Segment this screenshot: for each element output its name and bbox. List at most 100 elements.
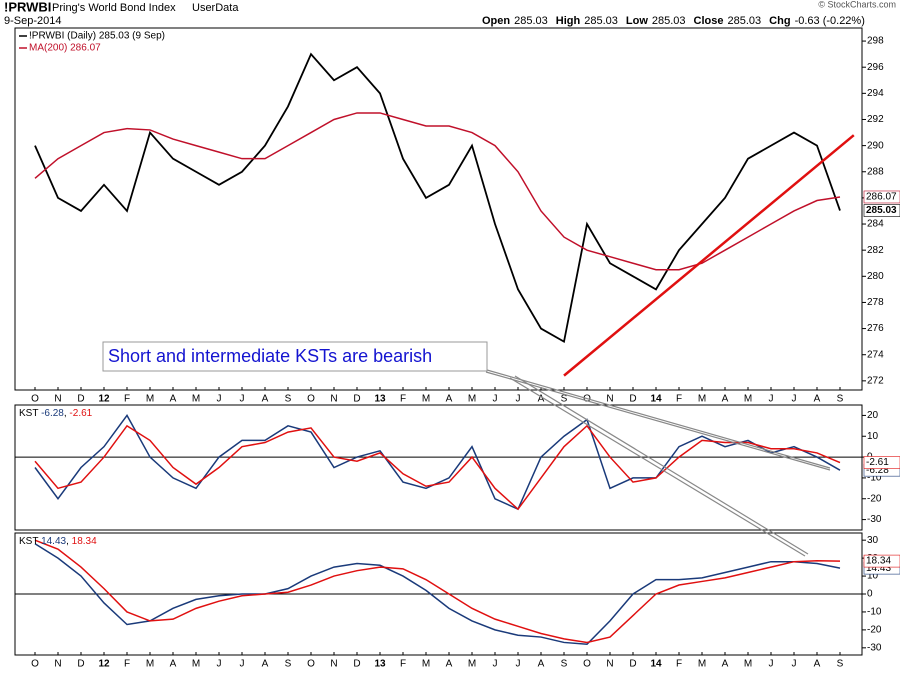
x-tick-label: 13	[374, 659, 386, 670]
legend: KST 14.43, 18.34	[19, 536, 97, 547]
x-tick-label: J	[516, 659, 521, 670]
end-label-box	[863, 554, 900, 568]
x-tick-label: M	[422, 394, 430, 405]
y-tick-label: 292	[867, 114, 884, 125]
x-tick-label: D	[77, 659, 84, 670]
legend-part: ,	[66, 536, 72, 547]
series-line	[34, 52, 841, 344]
price-panel	[14, 27, 863, 391]
quote-value: -0.63 (-0.22%)	[795, 15, 865, 27]
arrow	[485, 371, 831, 471]
x-tick-label: F	[676, 659, 682, 670]
x-tick-label: D	[629, 659, 636, 670]
x-tick-label: A	[170, 659, 177, 670]
end-label: 18.34	[866, 556, 891, 567]
x-tick-label: 13	[374, 394, 386, 405]
x-tick-label: O	[307, 659, 315, 670]
legend-part: 14.43	[41, 536, 66, 547]
x-tick-label: O	[31, 659, 39, 670]
x-tick-label: J	[217, 394, 222, 405]
y-tick-label: 0	[867, 589, 873, 600]
end-label: 286.07	[866, 192, 897, 203]
x-tick-label: N	[54, 659, 61, 670]
x-tick-label: J	[240, 659, 245, 670]
x-tick-label: O	[583, 659, 591, 670]
end-label: 14.43	[866, 563, 891, 574]
x-tick-label: 14	[650, 659, 662, 670]
x-tick-label: S	[561, 394, 568, 405]
x-tick-label: M	[468, 659, 476, 670]
x-tick-label: M	[146, 659, 154, 670]
annotation: Short and intermediate KSTs are bearish	[108, 346, 432, 366]
x-tick-label: D	[629, 394, 636, 405]
legend-entry: !PRWBI (Daily) 285.03 (9 Sep)	[29, 31, 165, 42]
x-tick-label: J	[493, 394, 498, 405]
kst-short-panel	[14, 404, 863, 531]
arrow	[514, 375, 809, 555]
y-tick-label: -20	[867, 493, 882, 504]
y-tick-label: 288	[867, 166, 884, 177]
x-tick-label: A	[538, 394, 545, 405]
y-tick-label: -30	[867, 642, 882, 653]
arrow	[509, 377, 806, 557]
end-label-box	[863, 190, 900, 204]
quote-value: 285.03	[514, 15, 548, 27]
x-tick-label: 12	[98, 394, 110, 405]
x-tick-label: N	[54, 394, 61, 405]
x-tick-label: N	[330, 394, 337, 405]
credit: © StockCharts.com	[818, 0, 896, 9]
x-tick-label: S	[285, 394, 292, 405]
legend-part: -2.61	[69, 408, 92, 419]
x-tick-label: A	[814, 394, 821, 405]
legend-entry: MA(200) 286.07	[29, 43, 101, 54]
x-tick-label: O	[307, 394, 315, 405]
x-tick-label: O	[31, 394, 39, 405]
x-tick-label: D	[77, 394, 84, 405]
series-line	[34, 543, 841, 646]
y-tick-label: -20	[867, 625, 882, 636]
x-tick-label: J	[516, 394, 521, 405]
y-tick-label: 290	[867, 140, 884, 151]
y-tick-label: 282	[867, 245, 884, 256]
x-tick-label: J	[493, 659, 498, 670]
y-tick-label: 294	[867, 88, 884, 99]
series-line	[34, 414, 841, 511]
x-tick-label: J	[769, 659, 774, 670]
y-tick-label: 30	[867, 535, 879, 546]
x-tick-label: J	[792, 394, 797, 405]
x-tick-label: J	[240, 394, 245, 405]
series-line	[34, 424, 841, 511]
x-tick-label: A	[262, 394, 269, 405]
x-tick-label: A	[446, 659, 453, 670]
quote-label: Open	[482, 15, 510, 27]
quote-value: 285.03	[728, 15, 762, 27]
x-tick-label: F	[676, 394, 682, 405]
end-label-box	[863, 204, 900, 217]
x-tick-label: A	[722, 394, 729, 405]
x-tick-label: M	[422, 659, 430, 670]
x-tick-label: S	[285, 659, 292, 670]
x-tick-label: M	[192, 659, 200, 670]
end-label-box	[863, 456, 900, 469]
x-tick-label: 14	[650, 394, 662, 405]
end-label: -2.61	[866, 457, 889, 468]
y-tick-label: 272	[867, 375, 884, 386]
x-tick-label: J	[217, 659, 222, 670]
x-tick-label: A	[170, 394, 177, 405]
x-tick-label: F	[400, 659, 406, 670]
x-tick-label: A	[814, 659, 821, 670]
x-tick-label: M	[744, 659, 752, 670]
end-label: -6.28	[866, 465, 889, 476]
x-tick-label: M	[468, 394, 476, 405]
quote-label: Close	[694, 15, 724, 27]
index-name: Pring's World Bond Index	[52, 2, 176, 14]
series-line	[34, 112, 841, 271]
x-tick-label: S	[837, 659, 844, 670]
x-tick-label: M	[698, 659, 706, 670]
x-tick-label: N	[606, 394, 613, 405]
symbol: !PRWBI	[4, 0, 51, 14]
y-tick-label: 276	[867, 323, 884, 334]
x-tick-label: S	[561, 659, 568, 670]
y-tick-label: -30	[867, 514, 882, 525]
x-tick-label: F	[124, 659, 130, 670]
